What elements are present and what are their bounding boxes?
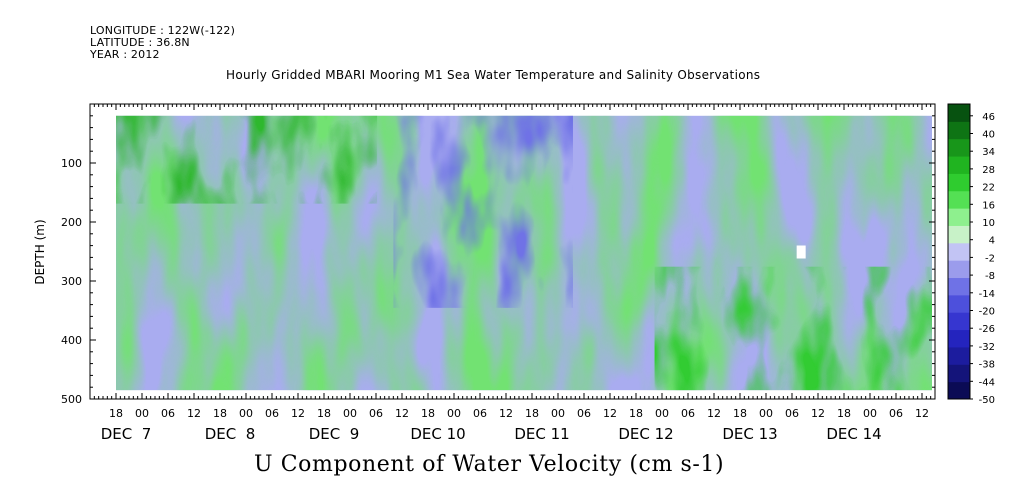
x-hour-label: 12 xyxy=(707,407,721,420)
x-hour-label: 12 xyxy=(291,407,305,420)
field-layer-dark xyxy=(116,115,932,391)
y-tick-label: 400 xyxy=(61,334,82,347)
y-tick-label: 500 xyxy=(61,393,82,406)
x-hour-label: 12 xyxy=(811,407,825,420)
x-day-label: DEC 7 xyxy=(101,425,152,443)
colorbar-label: 4 xyxy=(989,236,995,247)
longitude-label: LONGITUDE : 122W(-122) xyxy=(90,24,236,37)
x-day-label: DEC 12 xyxy=(618,425,673,443)
y-tick-label: 300 xyxy=(61,275,82,288)
colorbar-swatch xyxy=(948,381,970,400)
colorbar-label: 34 xyxy=(982,147,995,158)
x-day-label: DEC 14 xyxy=(826,425,881,443)
x-hour-label: 18 xyxy=(109,407,123,420)
x-hour-label: 06 xyxy=(681,407,695,420)
x-hour-label: 18 xyxy=(525,407,539,420)
missing-data-box xyxy=(796,245,806,259)
x-hour-label: 06 xyxy=(577,407,591,420)
colorbar-swatch xyxy=(948,260,970,279)
colorbar-swatch xyxy=(948,138,970,157)
colorbar-swatch xyxy=(948,156,970,174)
x-hour-label: 12 xyxy=(603,407,617,420)
x-hour-label: 00 xyxy=(551,407,565,420)
x-hour-label: 18 xyxy=(213,407,227,420)
x-hour-label: 00 xyxy=(447,407,461,420)
x-hour-label: 06 xyxy=(889,407,903,420)
colorbar-swatch xyxy=(948,277,970,296)
x-hour-label: 12 xyxy=(395,407,409,420)
colorbar-label: -8 xyxy=(985,271,995,282)
x-hour-label: 06 xyxy=(369,407,383,420)
x-hour-label: 18 xyxy=(629,407,643,420)
x-hour-label: 00 xyxy=(343,407,357,420)
y-tick-label: 100 xyxy=(61,157,82,170)
x-day-label: DEC 9 xyxy=(309,425,360,443)
latitude-label: LATITUDE : 36.8N xyxy=(90,36,190,49)
plot-frame xyxy=(89,103,936,400)
x-hour-label: 00 xyxy=(759,407,773,420)
field-dark-green xyxy=(116,115,378,204)
colorbar-label: -14 xyxy=(979,289,995,300)
colorbar-frame xyxy=(947,103,971,400)
colorbar-swatch xyxy=(948,190,970,209)
colorbar-label: -38 xyxy=(979,360,995,371)
colorbar-label: -44 xyxy=(979,377,995,388)
colorbar-swatch xyxy=(948,242,970,261)
x-hour-label: 12 xyxy=(915,407,929,420)
x-hour-label: 00 xyxy=(655,407,669,420)
x-axis-label: U Component of Water Velocity (cm s-1) xyxy=(254,452,725,477)
x-hour-label: 18 xyxy=(733,407,747,420)
colorbar-label: 10 xyxy=(982,218,995,229)
colorbar-label: -26 xyxy=(979,324,995,335)
year-label: YEAR : 2012 xyxy=(90,48,160,61)
colorbar-label: -20 xyxy=(979,307,995,318)
y-axis-label: DEPTH (m) xyxy=(33,219,47,284)
x-hour-label: 00 xyxy=(863,407,877,420)
field-dark-blue xyxy=(393,115,573,308)
colorbar: 46 40 34 28 22 16 10 4 -2 -8 -14 -20 -26 -32 -38 -44 -50 xyxy=(947,103,995,406)
x-hour-label: 06 xyxy=(161,407,175,420)
x-hour-label: 18 xyxy=(837,407,851,420)
x-hour-label: 12 xyxy=(499,407,513,420)
colorbar-swatch xyxy=(948,312,970,331)
colorbar-swatch xyxy=(948,225,970,244)
x-hour-label: 12 xyxy=(187,407,201,420)
colorbar-swatch xyxy=(948,173,970,192)
y-tick-label: 200 xyxy=(61,216,82,229)
colorbar-label: -2 xyxy=(985,253,995,264)
y-axis: 100 200 300 400 500 xyxy=(61,115,935,406)
x-axis: 18 00 06 12 18 00 06 12 18 00 06 12 18 00 06 12 18 00 06 12… xyxy=(89,104,936,443)
colorbar-swatch xyxy=(948,329,970,348)
colorbar-swatch xyxy=(948,121,970,140)
x-hour-label: 00 xyxy=(239,407,253,420)
x-hour-label: 06 xyxy=(473,407,487,420)
colorbar-swatch xyxy=(948,346,970,365)
colorbar-label: 28 xyxy=(982,165,995,176)
x-day-label: DEC 13 xyxy=(722,425,777,443)
colorbar-label: 40 xyxy=(982,130,995,141)
velocity-field xyxy=(116,115,932,391)
x-day-label: DEC 11 xyxy=(514,425,569,443)
colorbar-label: 46 xyxy=(982,112,995,123)
x-hour-label: 00 xyxy=(135,407,149,420)
colorbar-swatch xyxy=(948,104,970,122)
field-deep-green xyxy=(654,266,932,391)
colorbar-label: 22 xyxy=(982,183,995,194)
x-day-label: DEC 8 xyxy=(205,425,256,443)
x-day-label: DEC 10 xyxy=(410,425,465,443)
x-hour-label: 18 xyxy=(421,407,435,420)
x-hour-label: 06 xyxy=(785,407,799,420)
x-hour-label: 18 xyxy=(317,407,331,420)
colorbar-swatch xyxy=(948,364,970,383)
colorbar-label: -50 xyxy=(979,395,995,406)
colorbar-label: 16 xyxy=(982,200,995,211)
chart-title: Hourly Gridded MBARI Mooring M1 Sea Wate… xyxy=(226,68,761,82)
colorbar-swatch xyxy=(948,294,970,313)
colorbar-label: -32 xyxy=(979,342,995,353)
x-hour-label: 06 xyxy=(265,407,279,420)
colorbar-swatch xyxy=(948,208,970,226)
